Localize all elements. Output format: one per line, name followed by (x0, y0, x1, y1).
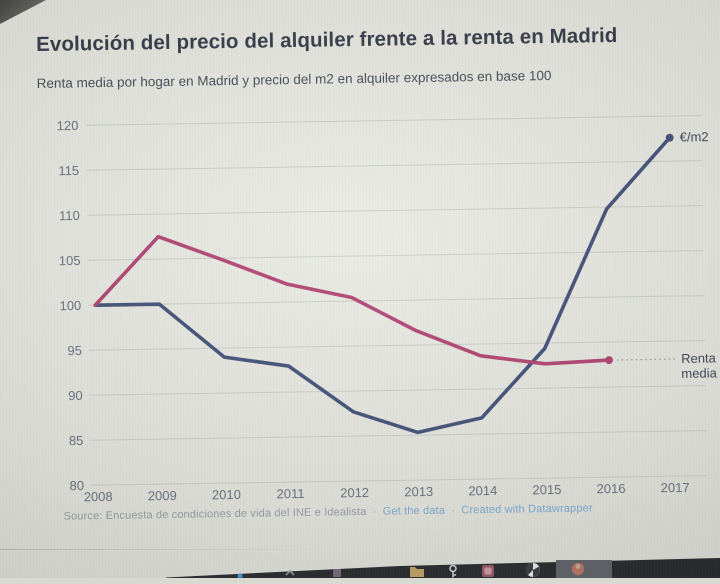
x-tick-label: 2015 (532, 482, 561, 497)
photos-icon[interactable] (482, 565, 494, 577)
y-tick-label: 110 (59, 208, 80, 223)
x-tick-label: 2009 (148, 488, 177, 503)
get-the-data-link[interactable]: Get the data (383, 505, 446, 518)
source-separator: · (448, 504, 458, 516)
x-tick-label: 2016 (596, 481, 625, 496)
gridline (85, 116, 701, 126)
x-tick-label: 2012 (340, 485, 369, 500)
series-line-m2 (93, 138, 674, 438)
y-tick-label: 90 (68, 388, 83, 403)
y-tick-label: 95 (67, 343, 82, 358)
x-tick-label: 2013 (404, 484, 433, 499)
series-end-dot-renta-media (605, 356, 613, 364)
y-tick-label: 85 (69, 433, 84, 448)
tile-icon[interactable] (333, 569, 341, 577)
source-separator: · (370, 506, 380, 518)
screen-bezel-edge (0, 549, 340, 550)
series-label-renta-media: media (681, 365, 717, 381)
y-tick-label: 80 (69, 478, 84, 493)
gridline (88, 296, 704, 306)
label-leader-line (617, 359, 676, 360)
y-tick-label: 120 (57, 118, 79, 133)
x-tick-label: 2011 (276, 486, 304, 501)
gridline (90, 431, 706, 441)
chart-title: Evolución del precio del alquiler frente… (36, 23, 706, 58)
gridline (90, 386, 706, 396)
y-tick-label: 115 (58, 163, 79, 178)
y-tick-label: 105 (59, 253, 81, 268)
avatar-icon[interactable] (556, 560, 612, 578)
gridline (89, 341, 705, 351)
series-label-m2: €/m2 (680, 129, 709, 144)
source-text: Source: Encuesta de condiciones de vida … (63, 506, 366, 523)
x-tick-label: 2010 (212, 487, 241, 502)
gridline (88, 251, 704, 261)
browser-icon[interactable] (526, 563, 540, 577)
x-tick-label: 2017 (661, 480, 690, 495)
series-line-renta-media (94, 230, 609, 371)
gridline (86, 161, 702, 171)
x-tick-label: 2014 (468, 483, 497, 498)
taskbar (0, 552, 720, 578)
y-tick-label: 100 (59, 298, 81, 313)
series-label-renta-media: Renta (681, 350, 717, 366)
x-tick-label: 2008 (84, 489, 113, 504)
taskbar-strip (166, 558, 720, 578)
datawrapper-credit-link[interactable]: Created with Datawrapper (461, 502, 593, 516)
line-chart: 80 85 90 95 100 105 110 115 120 2008 2009 2010 2011 2… (37, 94, 720, 509)
chart-subtitle: Renta media por hogar en Madrid y precio… (37, 66, 687, 91)
